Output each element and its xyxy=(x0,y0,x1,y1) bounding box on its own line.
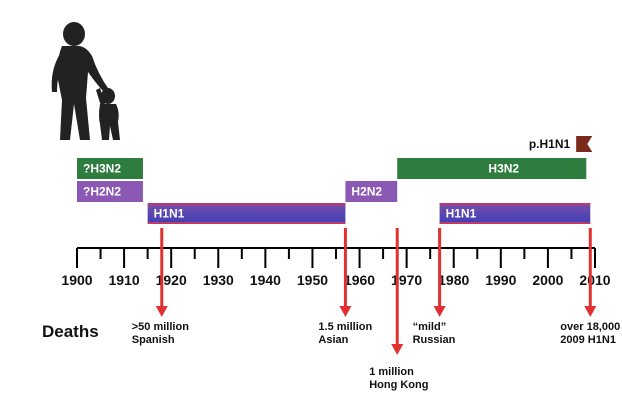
tick-label: 1900 xyxy=(61,272,92,288)
subtype-label: H1N1 xyxy=(154,207,185,221)
subtype-bar-q-h2n2: ?H2N2 xyxy=(77,181,143,202)
tick-label: 1970 xyxy=(391,272,422,288)
arrow-head xyxy=(584,306,597,317)
tick-label: 1980 xyxy=(438,272,469,288)
bar-fill xyxy=(576,136,593,152)
subtype-bars: ?H3N2 ?H2N2 H1N1 H2N2 H3N2 H1N1 p.H1N1 xyxy=(77,136,595,224)
subtype-label: p.H1N1 xyxy=(529,137,571,151)
tick-label: 1940 xyxy=(250,272,281,288)
bar-fill xyxy=(397,158,591,179)
subtype-bar-h1n1-late: H1N1 xyxy=(439,203,591,224)
bar-notch xyxy=(586,158,595,179)
tick-label: 1960 xyxy=(344,272,375,288)
arrow-head xyxy=(391,344,404,355)
bar-stripe-bottom xyxy=(439,222,591,224)
pandemic-deaths: “mild” xyxy=(413,321,447,333)
pandemic-deaths: >50 million xyxy=(132,321,189,333)
tick-label: 1950 xyxy=(297,272,328,288)
tick-label: 1990 xyxy=(485,272,516,288)
bar-stripe-top xyxy=(147,203,346,205)
tick-label: 2010 xyxy=(579,272,610,288)
pandemic-deaths: 1.5 million xyxy=(318,321,372,333)
subtype-bar-h3n2: H3N2 xyxy=(397,158,595,179)
bar-fill xyxy=(439,203,591,224)
subtype-bar-h2n2: H2N2 xyxy=(345,181,398,202)
tick-label: 1910 xyxy=(109,272,140,288)
tick-label: 1920 xyxy=(156,272,187,288)
arrow-head xyxy=(433,306,446,317)
timeline-axis: 1900 1910 1920 1930 1940 1950 1960 1970 1980 1990… xyxy=(61,247,611,288)
pandemic-russian: “mild”Russian xyxy=(413,228,456,346)
pandemic-name: Hong Kong xyxy=(369,379,428,391)
bar-stripe-top xyxy=(439,203,591,205)
adult-and-child-silhouette-icon xyxy=(51,22,120,140)
arrow-head xyxy=(339,306,352,317)
subtype-label: ?H3N2 xyxy=(83,162,121,176)
tick-label: 1930 xyxy=(203,272,234,288)
subtype-label: H3N2 xyxy=(488,162,519,176)
subtype-label: ?H2N2 xyxy=(83,185,121,199)
bar-fill xyxy=(345,181,398,202)
subtype-bar-ph1n1: p.H1N1 xyxy=(529,136,593,152)
bar-fill xyxy=(147,203,346,224)
pandemic-deaths: 1 million xyxy=(369,366,414,378)
pandemic-name: Asian xyxy=(318,334,348,346)
arrow-head xyxy=(155,306,168,317)
subtype-label: H2N2 xyxy=(351,185,382,199)
bar-fill xyxy=(77,158,143,179)
pandemic-deaths: over 18,000 xyxy=(560,321,620,333)
subtype-bar-q-h3n2: ?H3N2 xyxy=(77,158,143,179)
pandemic-name: Russian xyxy=(413,334,456,346)
pandemic-name: Spanish xyxy=(132,334,175,346)
tick-label: 2000 xyxy=(532,272,563,288)
bar-stripe-bottom xyxy=(147,222,346,224)
subtype-label: H1N1 xyxy=(446,207,477,221)
bar-fill xyxy=(77,181,143,202)
pandemic-name: 2009 H1N1 xyxy=(560,334,616,346)
subtype-bar-h1n1-early: H1N1 xyxy=(147,203,346,224)
deaths-heading: Deaths xyxy=(42,322,99,341)
